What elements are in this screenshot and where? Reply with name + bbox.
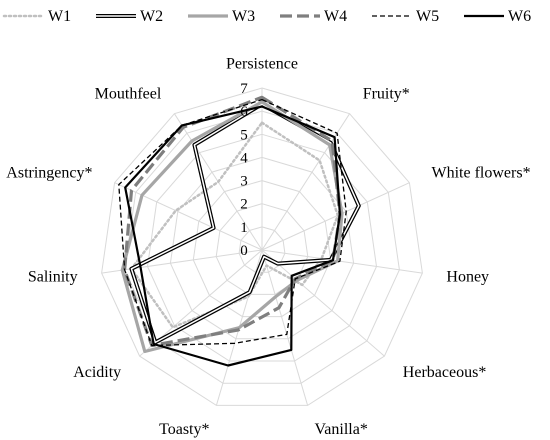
series-line-w1 — [130, 121, 340, 329]
series-line-w3 — [120, 100, 344, 354]
grid-ring-6 — [124, 110, 400, 384]
axis-label-honey: Honey — [446, 269, 489, 286]
tick-label-4: 4 — [240, 150, 248, 166]
series-layer — [118, 95, 361, 367]
legend-label: W6 — [508, 8, 531, 25]
legend-item-w2: W2 — [96, 8, 163, 25]
radar-grid — [101, 87, 423, 406]
series-line-w6 — [124, 105, 341, 367]
spoke-astringency — [114, 182, 263, 251]
grid-ring-5 — [146, 133, 378, 362]
spoke-vanilla — [261, 249, 309, 406]
series-w2 — [129, 102, 361, 345]
legend-label: W3 — [232, 8, 255, 25]
legend-item-w6: W6 — [464, 8, 531, 25]
grid-ring-2 — [215, 203, 309, 295]
legend-label: W4 — [324, 8, 347, 25]
legend-label: W2 — [140, 8, 163, 25]
axis-label-fruity: Fruity* — [363, 85, 410, 102]
legend: W1 W2 W3 W4 W5 W6 — [2, 8, 531, 25]
series-w3 — [120, 100, 344, 354]
series-line-w5 — [118, 98, 347, 347]
series-line-inner-w2 — [130, 103, 360, 344]
legend-item-w1: W1 — [2, 8, 71, 25]
series-w6 — [124, 105, 341, 367]
spoke-white-flowers — [261, 182, 410, 251]
tick-label-2: 2 — [240, 197, 248, 213]
spoke-honey — [261, 249, 423, 274]
tick-label-6: 6 — [240, 104, 248, 120]
spoke-salinity — [101, 249, 263, 274]
axis-label-mouthfeel: Mouthfeel — [95, 85, 162, 102]
grid-ring-7 — [101, 87, 423, 406]
series-w1 — [130, 121, 340, 329]
axis-label-white-flowers: White flowers* — [432, 165, 531, 182]
axis-label-astringency: Astringency* — [6, 165, 92, 182]
axis-label-salinity: Salinity — [28, 269, 78, 286]
legend-label: W5 — [416, 8, 439, 25]
axis-label-herbaceous: Herbaceous* — [403, 364, 487, 381]
spoke-herbaceous — [261, 249, 385, 357]
radial-tick-labels: 0 1 2 3 4 5 6 7 — [240, 81, 248, 259]
axis-label-toasty: Toasty* — [159, 421, 209, 438]
tick-label-0: 0 — [240, 243, 248, 259]
legend-item-w4: W4 — [280, 8, 347, 25]
tick-label-1: 1 — [240, 220, 248, 236]
legend-item-w3: W3 — [188, 8, 255, 25]
axis-label-acidity: Acidity — [73, 364, 121, 381]
legend-item-w5: W5 — [372, 8, 439, 25]
legend-label: W1 — [48, 8, 71, 25]
tick-label-7: 7 — [240, 81, 248, 97]
series-w5 — [118, 98, 347, 347]
tick-label-3: 3 — [240, 174, 248, 190]
axis-labels: Persistence Fruity* White flowers* Honey Her… — [6, 56, 530, 438]
axis-label-persistence: Persistence — [226, 56, 298, 73]
tick-label-5: 5 — [240, 127, 248, 143]
axis-label-vanilla: Vanilla* — [315, 421, 368, 438]
